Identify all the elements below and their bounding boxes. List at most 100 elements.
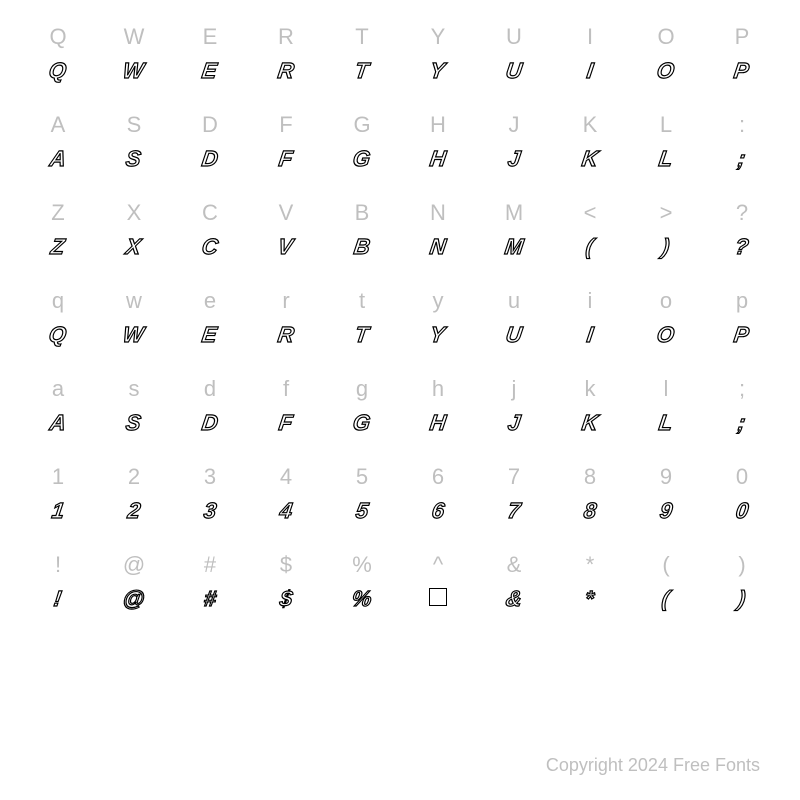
char-cell: tT: [324, 284, 400, 372]
glyph-missing-box: [429, 588, 447, 606]
glyph-sample: A: [48, 412, 67, 434]
key-label: h: [432, 378, 444, 400]
key-label: w: [126, 290, 142, 312]
char-cell: rR: [248, 284, 324, 372]
glyph-sample: @: [121, 588, 146, 610]
char-cell: kK: [552, 372, 628, 460]
key-label: N: [430, 202, 446, 224]
char-cell: WW: [96, 20, 172, 108]
glyph-sample: A: [48, 148, 67, 170]
char-cell: wW: [96, 284, 172, 372]
char-cell: **: [552, 548, 628, 636]
glyph-sample: ;: [737, 148, 748, 170]
key-label: O: [657, 26, 674, 48]
glyph-sample: ?: [733, 236, 750, 258]
char-cell: dD: [172, 372, 248, 460]
key-label: (: [662, 554, 669, 576]
glyph-sample: 1: [50, 500, 66, 522]
char-cell: $$: [248, 548, 324, 636]
char-cell: iI: [552, 284, 628, 372]
key-label: $: [280, 554, 292, 576]
glyph-sample: O: [656, 324, 677, 346]
key-label: l: [664, 378, 669, 400]
key-label: j: [512, 378, 517, 400]
key-label: F: [279, 114, 292, 136]
key-label: p: [736, 290, 748, 312]
key-label: y: [433, 290, 444, 312]
glyph-sample: %: [350, 588, 373, 610]
key-label: r: [282, 290, 289, 312]
key-label: Z: [51, 202, 64, 224]
glyph-sample: T: [353, 324, 370, 346]
char-cell: TT: [324, 20, 400, 108]
key-label: D: [202, 114, 218, 136]
key-label: P: [735, 26, 750, 48]
glyph-sample: (: [585, 236, 596, 258]
key-label: e: [204, 290, 216, 312]
char-cell: lL: [628, 372, 704, 460]
glyph-sample: U: [504, 60, 523, 82]
key-label: L: [660, 114, 672, 136]
key-label: 7: [508, 466, 520, 488]
char-cell: VV: [248, 196, 324, 284]
glyph-sample: 8: [582, 500, 598, 522]
char-cell: 33: [172, 460, 248, 548]
key-label: J: [509, 114, 520, 136]
char-cell: %%: [324, 548, 400, 636]
char-cell: qQ: [20, 284, 96, 372]
key-label: E: [203, 26, 218, 48]
key-label: f: [283, 378, 289, 400]
char-cell: !!: [20, 548, 96, 636]
key-label: !: [55, 554, 61, 576]
key-label: 6: [432, 466, 444, 488]
char-cell: DD: [172, 108, 248, 196]
glyph-sample: K: [580, 148, 599, 170]
char-cell: CC: [172, 196, 248, 284]
glyph-sample: 7: [506, 500, 522, 522]
glyph-sample: T: [353, 60, 370, 82]
char-cell: ZZ: [20, 196, 96, 284]
char-cell: 00: [704, 460, 780, 548]
char-cell: LL: [628, 108, 704, 196]
key-label: a: [52, 378, 64, 400]
glyph-sample: S: [125, 412, 143, 434]
glyph-sample: 0: [734, 500, 750, 522]
glyph-sample: 2: [126, 500, 142, 522]
key-label: <: [584, 202, 597, 224]
char-cell: 88: [552, 460, 628, 548]
glyph-sample: U: [504, 324, 523, 346]
glyph-sample: !: [53, 588, 64, 610]
char-cell: @@: [96, 548, 172, 636]
glyph-sample: 3: [202, 500, 218, 522]
key-label: 8: [584, 466, 596, 488]
glyph-sample: E: [201, 60, 219, 82]
char-cell: ??: [704, 196, 780, 284]
key-label: U: [506, 26, 522, 48]
char-cell: oO: [628, 284, 704, 372]
char-cell: :;: [704, 108, 780, 196]
key-label: :: [739, 114, 745, 136]
key-label: ): [738, 554, 745, 576]
char-cell: UU: [476, 20, 552, 108]
glyph-sample: I: [585, 60, 595, 82]
glyph-sample: W: [122, 324, 146, 346]
glyph-sample: M: [503, 236, 525, 258]
key-label: C: [202, 202, 218, 224]
glyph-sample: ): [737, 588, 748, 610]
char-cell: eE: [172, 284, 248, 372]
key-label: M: [505, 202, 523, 224]
char-cell: EE: [172, 20, 248, 108]
glyph-sample: Y: [429, 324, 447, 346]
key-label: K: [583, 114, 598, 136]
key-label: 1: [52, 466, 64, 488]
char-cell: OO: [628, 20, 704, 108]
glyph-sample: L: [657, 148, 674, 170]
char-cell: BB: [324, 196, 400, 284]
glyph-sample: I: [585, 324, 595, 346]
char-cell: >): [628, 196, 704, 284]
key-label: o: [660, 290, 672, 312]
char-cell: 77: [476, 460, 552, 548]
char-cell: 55: [324, 460, 400, 548]
key-label: R: [278, 26, 294, 48]
char-cell: ^: [400, 548, 476, 636]
